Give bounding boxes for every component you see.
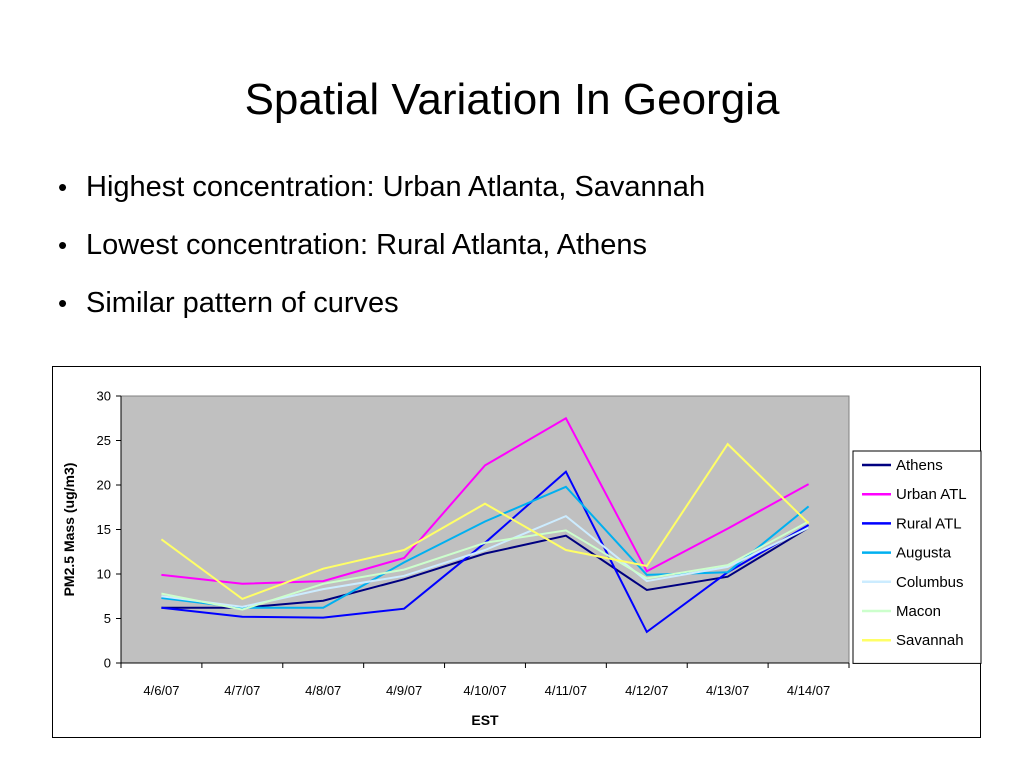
x-tick-label: 4/10/07	[463, 683, 506, 698]
x-tick-label: 4/7/07	[224, 683, 260, 698]
slide-title: Spatial Variation In Georgia	[244, 75, 780, 124]
bullet-text: Highest concentration: Urban Atlanta, Sa…	[86, 171, 706, 203]
y-tick-label: 15	[97, 522, 111, 537]
bullet-item: • Highest concentration: Urban Atlanta, …	[58, 168, 705, 206]
y-tick-label: 25	[97, 433, 111, 448]
bullet-item: • Lowest concentration: Rural Atlanta, A…	[58, 226, 705, 264]
legend-label: Urban ATL	[896, 486, 967, 503]
legend-label: Rural ATL	[896, 515, 962, 532]
legend-label: Augusta	[896, 545, 952, 562]
legend-label: Savannah	[896, 632, 964, 649]
series-line-augusta	[161, 485, 810, 609]
legend-label: Macon	[896, 603, 941, 620]
bullet-dot: •	[58, 172, 68, 202]
bullet-item: • Similar pattern of curves	[58, 284, 705, 322]
legend-label: Athens	[896, 457, 943, 474]
bullet-text: Similar pattern of curves	[86, 287, 399, 319]
x-tick-label: 4/9/07	[386, 683, 422, 698]
y-axis-title: PM2.5 Mass (ug/m3)	[61, 463, 77, 597]
series-line-macon	[161, 520, 810, 611]
chart-frame: PM2.5 Mass (ug/m3) EST 0 5 10 15 20 25 30 4/6/0…	[52, 366, 982, 738]
x-tick-label: 4/8/07	[305, 683, 341, 698]
y-tick-label: 5	[104, 611, 111, 626]
x-tick-label: 4/6/07	[143, 683, 179, 698]
legend-box	[852, 450, 982, 664]
legend-label: Columbus	[896, 574, 964, 591]
series-line-athens	[161, 526, 810, 609]
x-tick-label: 4/12/07	[625, 683, 668, 698]
bullet-list: • Highest concentration: Urban Atlanta, …	[58, 168, 705, 342]
bullet-dot: •	[58, 230, 68, 260]
series-line-savannah	[160, 442, 810, 601]
y-tick-label: 30	[97, 389, 111, 404]
y-tick-label: 0	[104, 656, 111, 671]
series-line-urban-atl	[161, 416, 810, 585]
x-tick-label: 4/14/07	[787, 683, 830, 698]
bullet-dot: •	[58, 288, 68, 318]
x-tick-label: 4/11/07	[545, 683, 587, 698]
plot-area	[120, 395, 850, 664]
y-tick-label: 10	[97, 567, 111, 582]
y-tick-label: 20	[97, 478, 111, 493]
x-tick-label: 4/13/07	[706, 683, 749, 698]
bullet-text: Lowest concentration: Rural Atlanta, Ath…	[86, 229, 648, 261]
x-axis-title: EST	[471, 712, 499, 728]
line-chart: PM2.5 Mass (ug/m3) EST 0 5 10 15 20 25 30 4/6/0…	[61, 389, 982, 728]
